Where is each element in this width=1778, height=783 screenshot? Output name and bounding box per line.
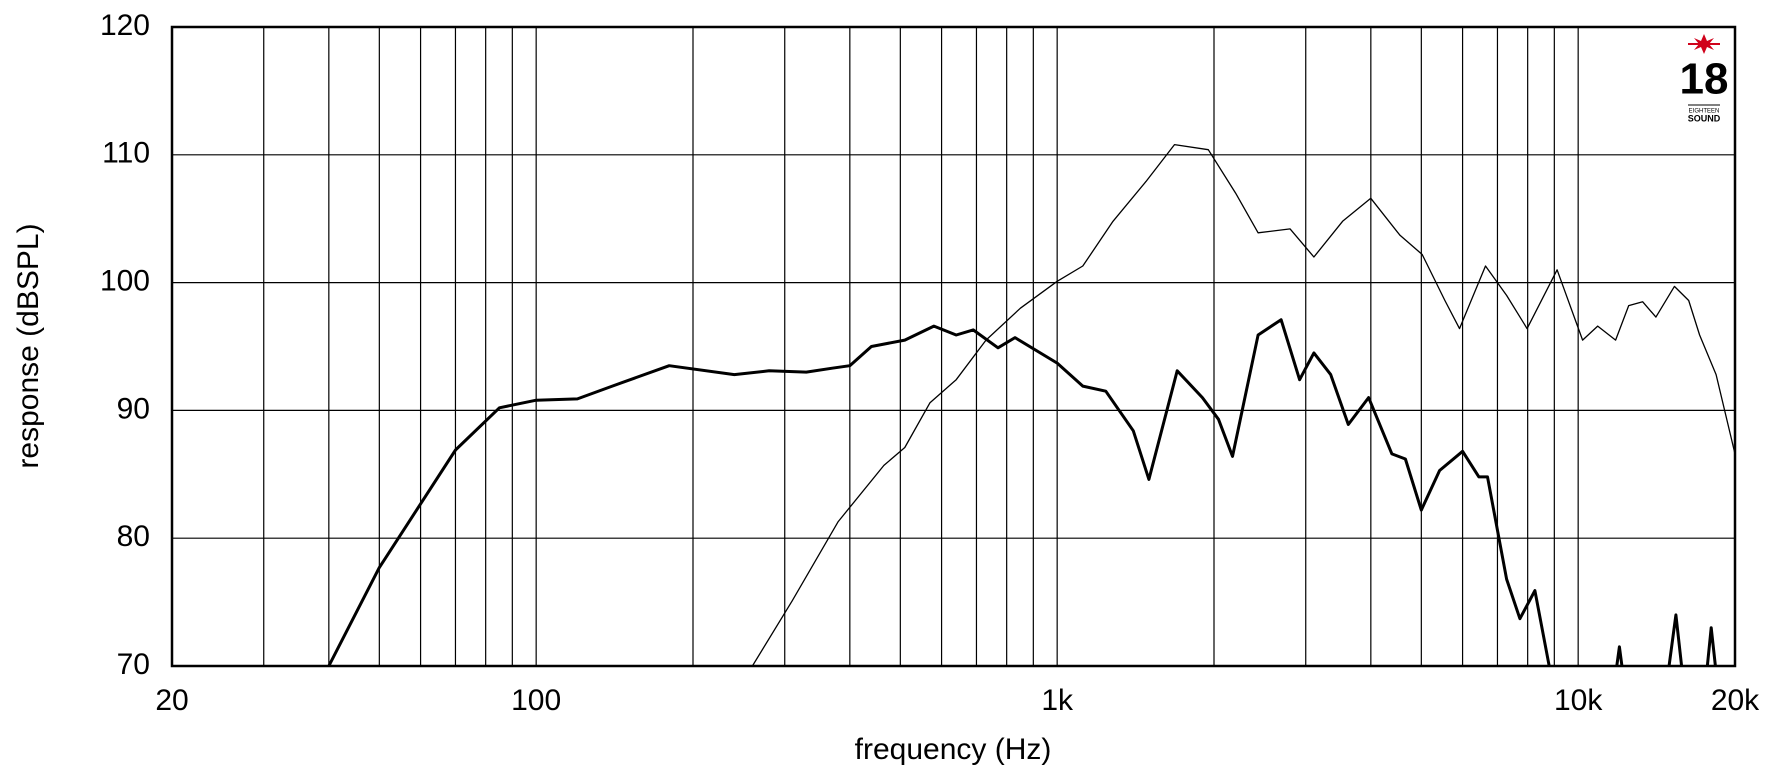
- x-tick-label: 100: [511, 684, 561, 717]
- y-tick-label: 110: [102, 137, 150, 170]
- plot-border: [170, 25, 1737, 668]
- response-line: [327, 318, 1717, 666]
- x-tick-label: 10k: [1554, 684, 1603, 717]
- response-line: [751, 143, 1735, 666]
- logo: 18 EIGHTEEN SOUND: [1680, 34, 1729, 123]
- y-tick-label: 70: [117, 648, 150, 681]
- y-tick-label: 120: [100, 9, 150, 42]
- y-tick-label: 100: [100, 265, 150, 298]
- logo-line2: SOUND: [1688, 113, 1721, 123]
- x-axis-title: frequency (Hz): [855, 733, 1052, 766]
- logo-number: 18: [1680, 55, 1729, 104]
- y-axis-title: response (dBSPL): [12, 223, 45, 468]
- x-tick-label: 1k: [1041, 684, 1074, 717]
- x-tick-label: 20k: [1711, 684, 1760, 717]
- x-tick-label: 20: [155, 684, 188, 717]
- y-tick-label: 80: [117, 520, 150, 553]
- y-tick-label: 90: [117, 392, 150, 425]
- logo-star: [1694, 34, 1714, 54]
- logo-line1: EIGHTEEN: [1689, 109, 1720, 115]
